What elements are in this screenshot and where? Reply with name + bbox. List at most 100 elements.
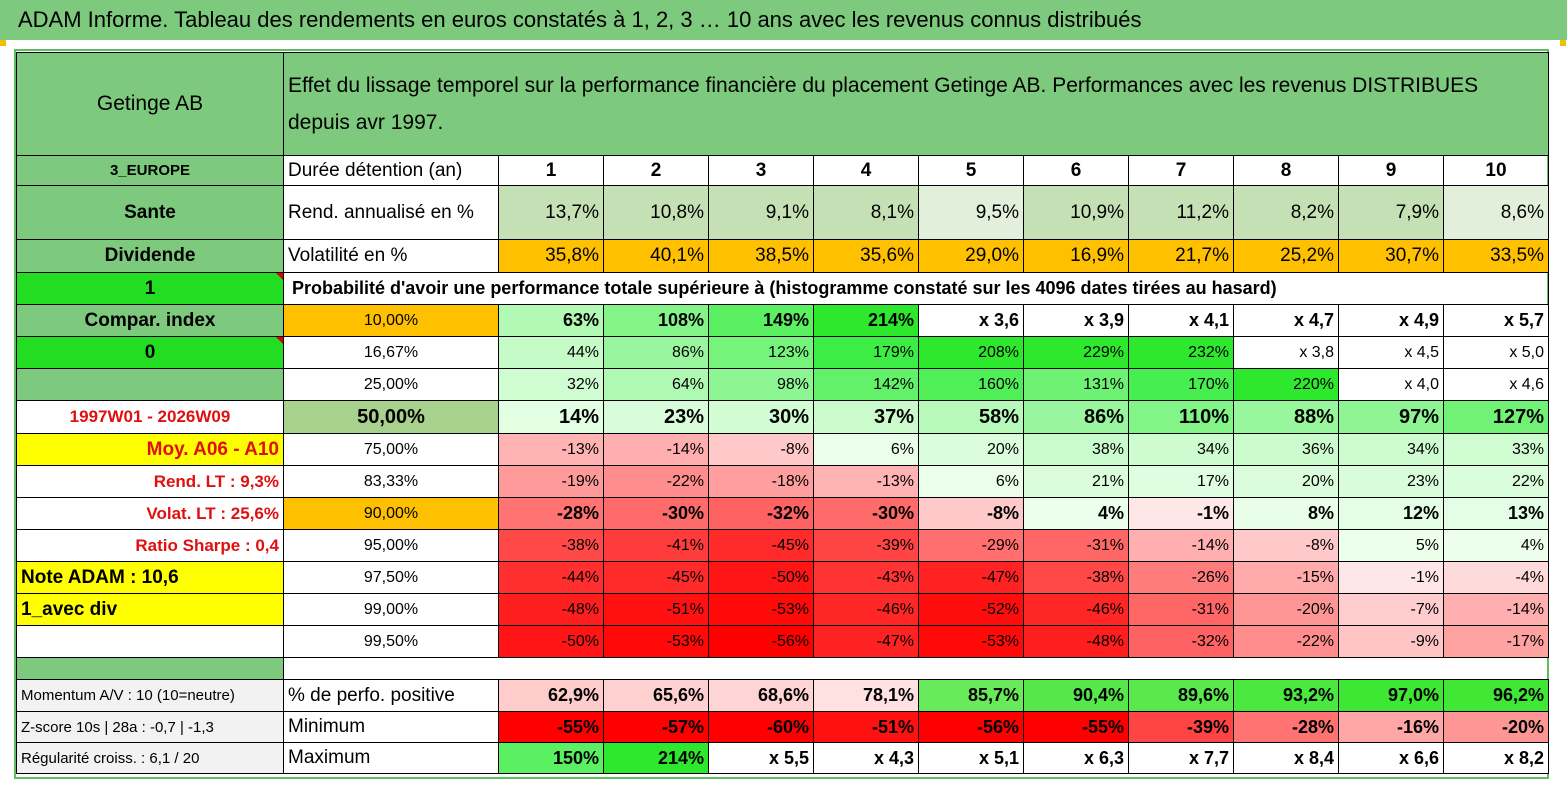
value-cell: -39% — [1128, 711, 1234, 743]
value-cell: -28% — [1233, 711, 1339, 743]
value-cell: -41% — [603, 529, 709, 562]
threshold-label: 97,50% — [283, 561, 499, 594]
value-cell: 127% — [1443, 400, 1549, 434]
value-cell: 8,6% — [1443, 185, 1549, 240]
value-cell: 4% — [1023, 497, 1129, 530]
value-cell: 23% — [603, 400, 709, 434]
value-cell: 1 — [498, 155, 604, 186]
value-cell: 16,9% — [1023, 239, 1129, 273]
scenario-indicator: 1 — [16, 272, 284, 305]
value-cell: 30% — [708, 400, 814, 434]
threshold-label: 99,00% — [283, 593, 499, 626]
value-cell: -8% — [1233, 529, 1339, 562]
value-cell: -46% — [1023, 593, 1129, 626]
row-indicator: 0 — [16, 336, 284, 369]
value-cell: 35,6% — [813, 239, 919, 273]
value-cell: -14% — [1443, 593, 1549, 626]
value-cell: 2 — [603, 155, 709, 186]
stat-label: % de perfo. positive — [283, 679, 499, 712]
value-cell: -29% — [918, 529, 1024, 562]
value-cell: 8 — [1233, 155, 1339, 186]
value-cell: -50% — [498, 625, 604, 658]
row-indicator: 1997W01 - 2026W09 — [16, 400, 284, 434]
header-description: Effet du lissage temporel sur la perform… — [283, 52, 1549, 156]
value-cell: 97% — [1338, 400, 1444, 434]
value-cell: 96,2% — [1443, 679, 1549, 712]
probability-row: 99,50% -50% -53% -56% -47% -53% -48% -32% -22% -9… — [16, 625, 1549, 658]
row-label: Volatilité en % — [283, 239, 499, 273]
value-cell: -14% — [603, 433, 709, 466]
probability-row: Volat. LT : 25,6% 90,00% -28% -30% -32% -30% -… — [16, 497, 1549, 530]
value-cell: 131% — [1023, 368, 1129, 401]
value-cell: 32% — [498, 368, 604, 401]
value-cell: 232% — [1128, 336, 1234, 369]
value-cell: 68,6% — [708, 679, 814, 712]
value-cell: 4% — [1443, 529, 1549, 562]
value-cell: x 6,6 — [1338, 742, 1444, 774]
value-cell: 20% — [1233, 465, 1339, 498]
value-cell: 4 — [813, 155, 919, 186]
value-cell: 7 — [1128, 155, 1234, 186]
value-cell: 8% — [1233, 497, 1339, 530]
value-cell: 10 — [1443, 155, 1549, 186]
report-title: ADAM Informe. Tableau des rendements en … — [0, 0, 1567, 40]
threshold-label: 25,00% — [283, 368, 499, 401]
value-cell: -39% — [813, 529, 919, 562]
value-cell: -51% — [603, 593, 709, 626]
value-cell: -9% — [1338, 625, 1444, 658]
value-cell: -13% — [813, 465, 919, 498]
value-cell: -47% — [813, 625, 919, 658]
value-cell: 10,9% — [1023, 185, 1129, 240]
value-cell: -55% — [498, 711, 604, 743]
value-cell: 208% — [918, 336, 1024, 369]
value-cell: -28% — [498, 497, 604, 530]
value-cell: x 5,1 — [918, 742, 1024, 774]
value-cell: -18% — [708, 465, 814, 498]
value-cell: -56% — [708, 625, 814, 658]
value-cell: 21% — [1023, 465, 1129, 498]
threshold-label: 75,00% — [283, 433, 499, 466]
value-cell: 123% — [708, 336, 814, 369]
value-cell: -14% — [1128, 529, 1234, 562]
value-cell: -8% — [708, 433, 814, 466]
stat-label: Minimum — [283, 711, 499, 743]
stats-row: Z-score 10s | 28a : -0,7 | -1,3 Minimum -5… — [16, 711, 1549, 743]
separator-cell — [283, 657, 1549, 680]
value-cell: 214% — [813, 304, 919, 337]
value-cell: 89,6% — [1128, 679, 1234, 712]
value-cell: x 4,0 — [1338, 368, 1444, 401]
threshold-label: 10,00% — [283, 304, 499, 337]
value-cell: 12% — [1338, 497, 1444, 530]
value-cell: 179% — [813, 336, 919, 369]
value-cell: 10,8% — [603, 185, 709, 240]
value-cell: -1% — [1338, 561, 1444, 594]
row-indicator: Ratio Sharpe : 0,4 — [16, 529, 284, 562]
row-category: Dividende — [16, 239, 284, 273]
value-cell: 25,2% — [1233, 239, 1339, 273]
value-cell: 214% — [603, 742, 709, 774]
value-cell: 9,5% — [918, 185, 1024, 240]
header-description-line2: depuis avr 1997. — [288, 111, 444, 134]
value-cell: 97,0% — [1338, 679, 1444, 712]
value-cell: 85,7% — [918, 679, 1024, 712]
value-cell: -53% — [918, 625, 1024, 658]
value-cell: 11,2% — [1128, 185, 1234, 240]
value-cell: 13% — [1443, 497, 1549, 530]
value-cell: -13% — [498, 433, 604, 466]
value-cell: 35,8% — [498, 239, 604, 273]
threshold-label: 83,33% — [283, 465, 499, 498]
value-cell: x 5,5 — [708, 742, 814, 774]
value-cell: x 4,5 — [1338, 336, 1444, 369]
value-cell: -43% — [813, 561, 919, 594]
value-cell: -20% — [1233, 593, 1339, 626]
row-indicator: Note ADAM : 10,6 — [16, 561, 284, 594]
value-cell: -30% — [603, 497, 709, 530]
info-row: Sante Rend. annualisé en % 13,7% 10,8% 9,1% 8… — [16, 185, 1549, 240]
value-cell: -45% — [603, 561, 709, 594]
value-cell: 44% — [498, 336, 604, 369]
value-cell: x 4,1 — [1128, 304, 1234, 337]
value-cell: -57% — [603, 711, 709, 743]
value-cell: -44% — [498, 561, 604, 594]
value-cell: 93,2% — [1233, 679, 1339, 712]
value-cell: 5% — [1338, 529, 1444, 562]
